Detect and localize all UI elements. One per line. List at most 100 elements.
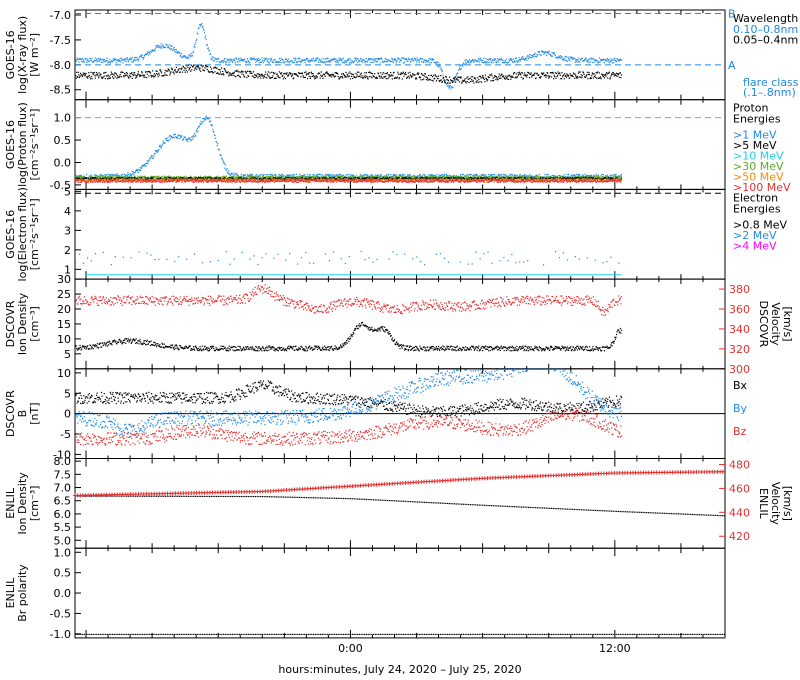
data-point [140,175,142,177]
data-point [233,58,235,60]
data-point [181,67,183,69]
data-point [547,175,549,177]
data-point [408,176,411,178]
data-point [76,59,78,61]
data-point [130,76,132,78]
data-point [381,73,384,75]
data-point [577,59,579,61]
data-point [132,74,135,77]
data-point [389,75,391,77]
data-point [499,174,501,176]
data-point [195,177,197,179]
data-point [251,174,254,176]
data-point [365,75,367,77]
data-point [601,59,603,61]
data-point [184,71,186,73]
data-point [444,173,446,175]
data-point [206,44,208,46]
data-point [258,75,260,77]
data-point [488,58,490,60]
data-point [225,62,227,64]
data-point [196,129,198,132]
data-point [409,58,411,60]
data-point [276,73,278,75]
data-point [506,76,508,78]
data-point [323,58,325,60]
data-point [183,176,185,178]
data-point [411,75,413,77]
data-point [487,79,489,81]
data-point [469,62,471,64]
data-point [393,77,396,80]
data-point [492,62,494,64]
data-point [485,176,487,178]
data-point [153,76,155,78]
data-point [203,29,205,31]
data-point [154,152,156,155]
data-point [195,65,197,68]
data-point [130,73,132,75]
data-point [108,61,110,63]
data-point [137,60,139,62]
data-point [153,49,155,51]
data-point [449,82,451,84]
data-point [165,70,168,72]
data-point [487,177,489,179]
data-point [502,175,504,178]
data-point [81,60,83,62]
data-point [610,58,612,60]
data-point [575,60,577,62]
data-point [400,72,402,74]
data-point [505,61,507,63]
data-point [407,72,409,74]
data-point [321,75,323,77]
data-point [392,176,395,178]
data-point [138,169,141,171]
data-point [501,73,503,75]
data-point [360,173,362,176]
data-point [278,58,281,60]
data-point [533,53,536,55]
data-point [267,71,269,73]
data-point [176,136,178,138]
data-point [518,59,521,61]
data-point [281,72,283,74]
data-point [120,59,122,61]
data-point [108,175,110,177]
data-point [184,67,186,69]
data-point [236,58,238,60]
data-point [337,175,339,177]
data-point [606,60,608,62]
data-point [246,58,249,60]
data-point [364,72,366,74]
data-point [577,77,579,79]
data-point [427,176,429,178]
data-point [313,174,315,176]
data-point [244,76,246,78]
data-point [428,59,430,61]
data-point [609,77,612,79]
data-point [617,74,619,76]
data-point [360,177,363,179]
data-point [342,176,344,178]
data-point [609,176,611,178]
data-point [419,175,422,177]
data-point [397,71,399,73]
data-point [113,175,115,178]
data-point [326,71,328,73]
data-point [355,76,358,78]
data-point [473,61,476,63]
data-point [157,175,159,177]
data-point [301,175,303,177]
data-point [596,176,598,178]
data-point [321,75,323,78]
data-point [331,176,333,178]
data-point [141,175,143,177]
data-point [121,176,124,178]
data-point [471,79,473,81]
data-point [245,72,247,74]
data-point [306,173,309,176]
data-point [205,38,207,40]
data-point [407,174,409,176]
data-point [616,58,618,60]
